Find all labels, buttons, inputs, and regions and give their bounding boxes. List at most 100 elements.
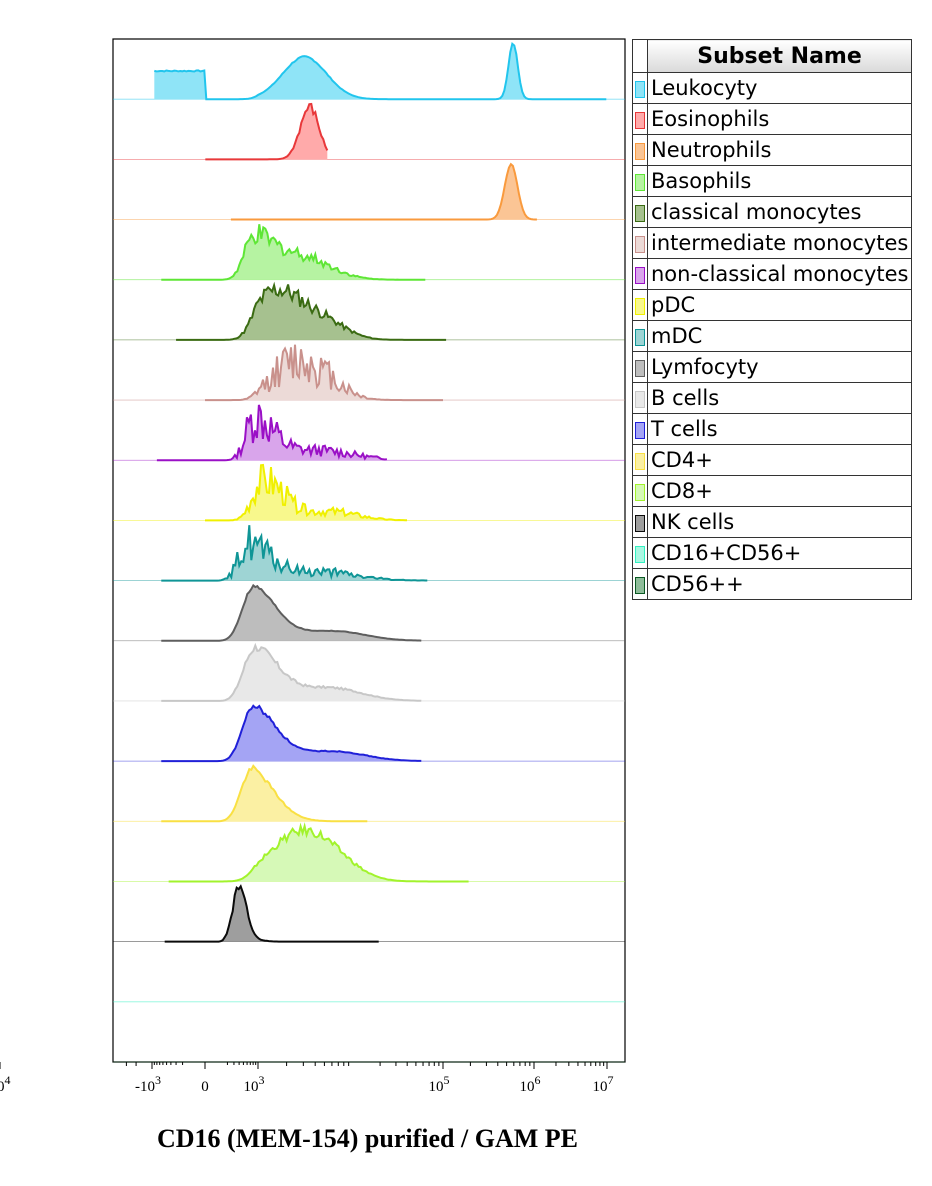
x-tick-label: 103 <box>244 1073 265 1095</box>
histogram-line-b-cells <box>161 642 422 702</box>
legend-body: Leukocyty Eosinophils Neutrophils Basophils… <box>632 72 912 600</box>
histogram-line-neutrophils <box>230 162 537 221</box>
legend-swatch-cell <box>632 320 648 352</box>
histogram-line-mdc <box>161 525 428 582</box>
histogram-line-leukocyty <box>154 41 607 101</box>
legend-swatch <box>635 576 645 594</box>
legend-swatch <box>635 142 645 160</box>
legend-row: Basophils <box>632 165 912 197</box>
legend-label: Neutrophils <box>647 134 912 166</box>
legend-label: mDC <box>647 320 912 352</box>
legend-header-row: Subset Name <box>632 39 912 73</box>
legend-row: CD4+ <box>632 444 912 476</box>
x-tick-label: 104 <box>0 1073 11 1095</box>
x-tick-label: 105 <box>429 1073 450 1095</box>
x-axis-title: CD16 (MEM-154) purified / GAM PE <box>156 1124 578 1153</box>
legend-swatch-cell <box>632 475 648 507</box>
legend-swatch <box>635 359 645 377</box>
legend-label: CD8+ <box>647 475 912 507</box>
legend-row: Eosinophils <box>632 103 912 135</box>
legend-label: T cells <box>647 413 912 445</box>
legend-swatch <box>635 204 645 222</box>
legend-row: CD16+CD56+ <box>632 537 912 569</box>
legend-label: CD4+ <box>647 444 912 476</box>
legend-swatch <box>635 390 645 408</box>
legend-swatch <box>635 235 645 253</box>
legend-header-swatch-cell <box>632 39 648 73</box>
legend-swatch-cell <box>632 537 648 569</box>
legend-label: CD16+CD56+ <box>647 537 912 569</box>
legend-swatch <box>635 328 645 346</box>
histogram-line-pdc <box>205 463 408 522</box>
legend-row: T cells <box>632 413 912 445</box>
histogram-area-neutrophils <box>230 164 537 220</box>
histogram-line-basophils <box>161 224 426 281</box>
legend-header: Subset Name <box>647 39 912 73</box>
legend-row: intermediate monocytes <box>632 227 912 259</box>
legend-swatch <box>635 80 645 98</box>
legend-swatch-cell <box>632 382 648 414</box>
x-tick-label: -103 <box>135 1073 161 1095</box>
plot-frame <box>112 38 626 1063</box>
legend-label: NK cells <box>647 506 912 538</box>
legend-label: Leukocyty <box>647 72 912 104</box>
legend-label: Basophils <box>647 165 912 197</box>
histogram-line-lymfocyty <box>161 583 422 642</box>
legend-swatch-cell <box>632 568 648 600</box>
legend-label: B cells <box>647 382 912 414</box>
legend-swatch-cell <box>632 413 648 445</box>
legend-label: non-classical monocytes <box>647 258 912 290</box>
legend-swatch-cell <box>632 351 648 383</box>
legend-row: CD8+ <box>632 475 912 507</box>
legend-swatch <box>635 421 645 439</box>
histogram-rows <box>113 41 625 1063</box>
legend-swatch <box>635 266 645 284</box>
x-tick-label: 106 <box>520 1073 541 1095</box>
legend-label: Lymfocyty <box>647 351 912 383</box>
histogram-line-nk-cells <box>164 884 379 943</box>
legend-swatch-cell <box>632 165 648 197</box>
legend-label: intermediate monocytes <box>647 227 912 259</box>
legend-row: mDC <box>632 320 912 352</box>
histogram-area-cd8- <box>168 826 469 882</box>
histogram-area-leukocyty <box>154 43 607 100</box>
histogram-line-eosinophils <box>205 102 329 161</box>
legend-row: classical monocytes <box>632 196 912 228</box>
legend-label: Eosinophils <box>647 103 912 135</box>
legend-swatch-cell <box>632 506 648 538</box>
legend-row: Neutrophils <box>632 134 912 166</box>
histogram-area-basophils <box>161 224 426 280</box>
histogram-area-b-cells <box>161 645 422 701</box>
legend-row: non-classical monocytes <box>632 258 912 290</box>
legend-swatch <box>635 545 645 563</box>
histogram-line-cd8- <box>168 822 469 883</box>
legend-swatch-cell <box>632 134 648 166</box>
histogram-area-eosinophils <box>205 104 328 160</box>
legend-label: pDC <box>647 289 912 321</box>
histogram-area-cd4- <box>161 765 368 822</box>
x-tick-label: 107 <box>593 1073 614 1095</box>
histogram-line-classical-monocytes <box>176 281 447 341</box>
histogram-area-intermediate-monocytes <box>204 344 443 401</box>
histogram-area-lymfocyty <box>161 585 422 641</box>
legend-swatch <box>635 483 645 501</box>
histogram-area-non-classical-monocytes <box>156 404 387 461</box>
histogram-line-cd4- <box>161 764 368 823</box>
legend-swatch <box>635 452 645 470</box>
legend-swatch-cell <box>632 444 648 476</box>
legend-swatch <box>635 514 645 532</box>
legend-swatch-cell <box>632 227 648 259</box>
histogram-area-t-cells <box>161 705 422 762</box>
legend-swatch <box>635 297 645 315</box>
legend-swatch-cell <box>632 289 648 321</box>
histogram-line-intermediate-monocytes <box>204 344 443 402</box>
legend-row: Lymfocyty <box>632 351 912 383</box>
legend-row: NK cells <box>632 506 912 538</box>
legend-swatch <box>635 111 645 129</box>
legend-swatch <box>635 173 645 191</box>
legend-swatch-cell <box>632 72 648 104</box>
legend-label: classical monocytes <box>647 196 912 228</box>
legend-row: Leukocyty <box>632 72 912 104</box>
